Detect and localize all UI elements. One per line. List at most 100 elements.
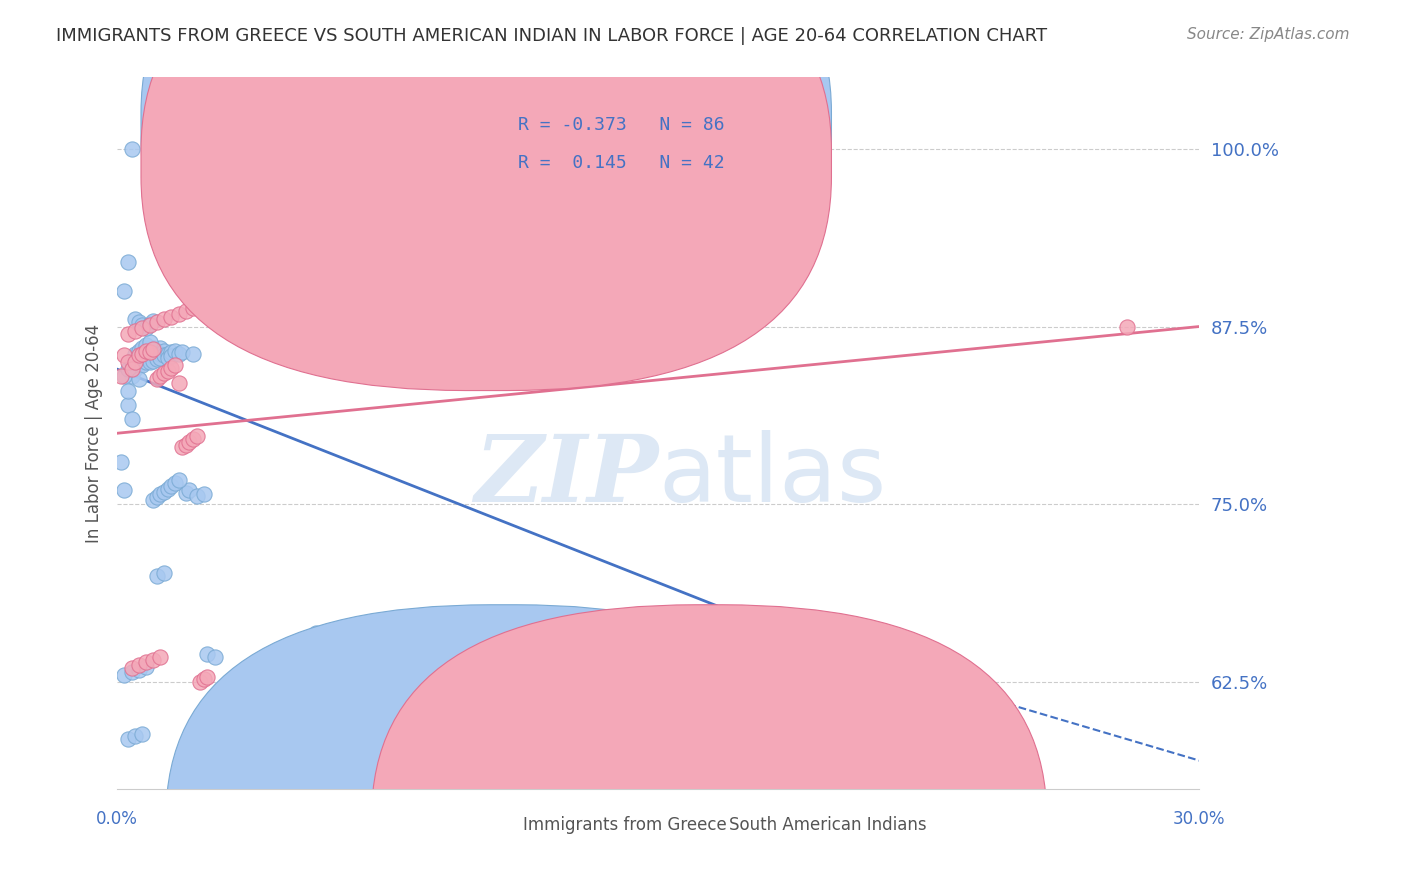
- FancyBboxPatch shape: [441, 92, 778, 187]
- Point: [135, 341, 157, 355]
- Point: [149, 369, 172, 384]
- Point: [128, 663, 150, 677]
- Point: [174, 303, 197, 318]
- Point: [163, 343, 186, 358]
- Point: [153, 484, 176, 499]
- Point: [172, 345, 194, 359]
- Point: [142, 314, 165, 328]
- Point: [153, 566, 176, 580]
- Y-axis label: In Labor Force | Age 20-64: In Labor Force | Age 20-64: [86, 324, 103, 543]
- Point: [128, 658, 150, 673]
- Point: [135, 656, 157, 670]
- Point: [174, 486, 197, 500]
- Point: [121, 369, 143, 384]
- Point: [112, 668, 135, 682]
- Text: ZIP: ZIP: [474, 431, 658, 521]
- Point: [156, 364, 179, 378]
- FancyBboxPatch shape: [141, 0, 831, 353]
- Point: [112, 348, 135, 362]
- Point: [142, 341, 165, 355]
- Text: atlas: atlas: [658, 430, 887, 522]
- Point: [186, 489, 208, 503]
- Point: [121, 142, 143, 156]
- Point: [156, 346, 179, 360]
- FancyBboxPatch shape: [371, 605, 1047, 892]
- Text: 30.0%: 30.0%: [1173, 811, 1226, 829]
- Point: [121, 665, 143, 680]
- Point: [117, 355, 139, 369]
- Point: [149, 346, 172, 360]
- Point: [188, 675, 211, 690]
- Point: [128, 372, 150, 386]
- Point: [128, 348, 150, 362]
- Point: [153, 348, 176, 362]
- Point: [135, 343, 157, 358]
- Point: [149, 649, 172, 664]
- Point: [160, 350, 183, 364]
- Point: [128, 343, 150, 358]
- Point: [131, 318, 153, 332]
- Point: [163, 358, 186, 372]
- Point: [179, 483, 201, 498]
- Point: [124, 348, 146, 362]
- Text: Source: ZipAtlas.com: Source: ZipAtlas.com: [1187, 27, 1350, 42]
- Point: [124, 346, 146, 360]
- Point: [142, 353, 165, 368]
- Point: [160, 310, 183, 324]
- Point: [128, 315, 150, 329]
- Point: [193, 487, 215, 501]
- Point: [146, 491, 169, 505]
- Point: [135, 346, 157, 360]
- Point: [142, 652, 165, 666]
- Point: [179, 434, 201, 449]
- Point: [163, 476, 186, 491]
- Point: [124, 312, 146, 326]
- Point: [167, 376, 190, 391]
- Point: [146, 343, 169, 358]
- Point: [149, 351, 172, 365]
- Point: [280, 718, 302, 732]
- Point: [149, 487, 172, 501]
- Point: [138, 343, 160, 358]
- Point: [153, 367, 176, 381]
- Point: [167, 473, 190, 487]
- Point: [174, 437, 197, 451]
- Point: [193, 673, 215, 687]
- Point: [146, 348, 169, 362]
- Text: 0.0%: 0.0%: [96, 811, 138, 829]
- Point: [110, 455, 132, 469]
- Point: [131, 358, 153, 372]
- Point: [142, 493, 165, 508]
- Point: [146, 372, 169, 386]
- Point: [117, 362, 139, 376]
- Point: [146, 568, 169, 582]
- Point: [146, 352, 169, 367]
- Point: [138, 317, 160, 331]
- Point: [131, 348, 153, 362]
- Point: [138, 345, 160, 359]
- Point: [131, 726, 153, 740]
- Point: [117, 384, 139, 398]
- Point: [135, 351, 157, 365]
- Point: [138, 355, 160, 369]
- Point: [167, 307, 190, 321]
- Point: [138, 352, 160, 367]
- Point: [117, 326, 139, 341]
- Point: [142, 345, 165, 359]
- Point: [181, 346, 204, 360]
- Point: [128, 348, 150, 362]
- Point: [128, 358, 150, 372]
- Point: [124, 355, 146, 369]
- Point: [117, 398, 139, 412]
- Point: [128, 352, 150, 367]
- Text: R = -0.373   N = 86: R = -0.373 N = 86: [517, 116, 724, 134]
- Point: [304, 625, 326, 640]
- Point: [160, 479, 183, 493]
- Point: [112, 483, 135, 498]
- Point: [153, 312, 176, 326]
- Point: [181, 432, 204, 446]
- Point: [124, 730, 146, 744]
- Point: [204, 649, 226, 664]
- Point: [110, 369, 132, 384]
- Text: IMMIGRANTS FROM GREECE VS SOUTH AMERICAN INDIAN IN LABOR FORCE | AGE 20-64 CORRE: IMMIGRANTS FROM GREECE VS SOUTH AMERICAN…: [56, 27, 1047, 45]
